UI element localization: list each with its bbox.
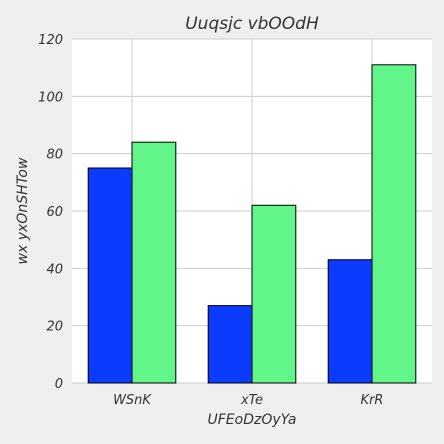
bar-WSnK-series-1 [87,167,133,384]
chart-title: Uuqsjc vbOOdH [185,14,319,34]
x-tick-labels: WSnK xTe KrR [113,393,383,408]
y-tick-label: 120 [38,33,63,48]
bar-KrR-series-1 [327,259,373,384]
y-tick-label: 20 [46,320,63,335]
x-tick-label: WSnK [113,393,152,408]
bar-xTe-series-1 [207,305,253,384]
bar-xTe-series-2 [251,204,297,384]
y-tick-label: 40 [46,262,63,277]
y-tick-label: 0 [55,377,63,392]
x-tick-label: xTe [240,393,263,408]
y-tick-label: 60 [46,205,63,220]
y-tick-label: 80 [46,148,63,163]
y-tick-label: 100 [38,90,63,105]
bars [87,64,417,384]
x-axis-label: UFEoDzOyYa [208,412,297,428]
y-tick-labels: 0 20 40 60 80 100 120 [38,33,63,392]
y-axis-label: wx yxOnSHTow [15,157,31,264]
bar-KrR-series-2 [371,64,417,384]
x-tick-label: KrR [361,393,384,408]
bar-WSnK-series-2 [131,141,177,384]
